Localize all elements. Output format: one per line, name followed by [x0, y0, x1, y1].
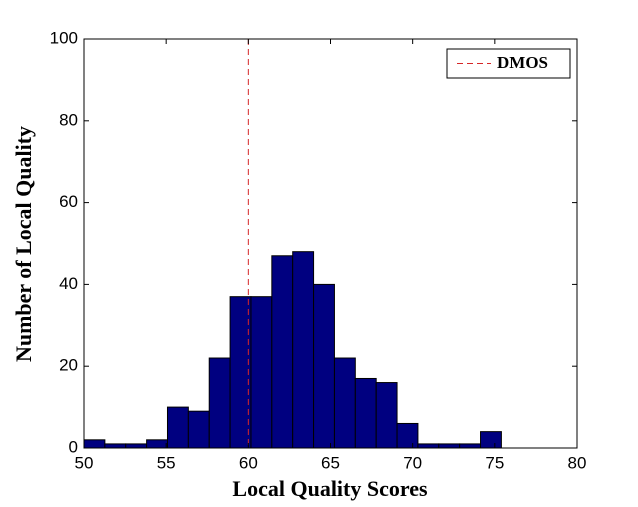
bar	[83, 439, 106, 449]
x-tick-label: 55	[157, 453, 176, 472]
x-tick-label: 75	[485, 453, 504, 472]
bar	[229, 296, 252, 449]
bar	[480, 431, 502, 449]
legend-label: DMOS	[497, 53, 548, 72]
bar	[208, 357, 231, 449]
y-tick-label: 60	[59, 192, 78, 211]
bar	[166, 406, 189, 449]
bar	[396, 422, 419, 449]
y-tick-label: 40	[59, 274, 78, 293]
bar	[104, 443, 127, 449]
x-axis-title: Local Quality Scores	[232, 476, 428, 501]
bar	[417, 443, 440, 449]
bar	[354, 377, 377, 449]
x-tick-label: 65	[321, 453, 340, 472]
x-tick-label: 50	[75, 453, 94, 472]
bar	[375, 382, 398, 449]
x-tick-label: 60	[239, 453, 258, 472]
y-tick-label: 20	[59, 356, 78, 375]
bar	[333, 357, 356, 449]
y-axis-title: Number of Local Quality	[11, 126, 36, 362]
bar	[125, 443, 148, 449]
bar	[250, 296, 273, 449]
bar	[271, 255, 294, 449]
bar	[438, 443, 461, 449]
y-tick-label: 0	[69, 437, 78, 456]
y-tick-label: 100	[50, 28, 78, 47]
bar	[292, 251, 315, 449]
y-tick-label: 80	[59, 110, 78, 129]
x-tick-label: 70	[403, 453, 422, 472]
bar	[459, 443, 482, 449]
bar	[146, 439, 168, 449]
x-tick-label: 80	[568, 453, 587, 472]
bar	[313, 283, 335, 449]
bar	[187, 410, 210, 449]
